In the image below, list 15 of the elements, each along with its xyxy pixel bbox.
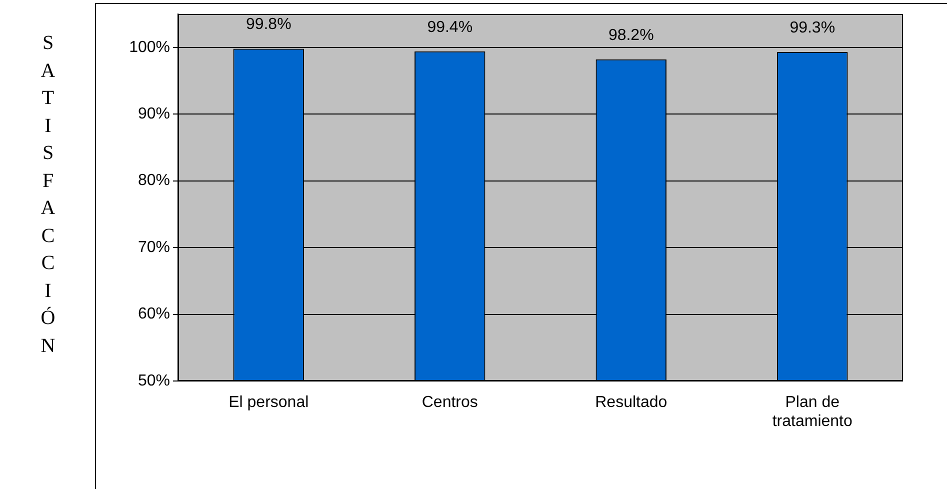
data-label: 99.4% — [427, 18, 473, 36]
x-tick-label: Centros — [422, 394, 478, 412]
y-tick-label: 60% — [138, 306, 170, 323]
x-tick-label: Resultado — [595, 394, 668, 412]
data-label: 98.2% — [608, 26, 654, 44]
x-tick-label: El personal — [228, 394, 309, 412]
y-tick-label: 70% — [138, 238, 170, 256]
y-tick-label: 90% — [138, 105, 170, 122]
y-tick-label: 80% — [138, 172, 170, 190]
data-label: 99.8% — [246, 16, 292, 34]
y-tick-label: 100% — [129, 38, 170, 56]
x-tick-label: Plan de tratamiento — [772, 394, 852, 430]
y-tick-label: 50% — [138, 372, 170, 390]
data-label: 99.3% — [790, 19, 836, 36]
text: SATISFACCIÓN — [40, 32, 56, 356]
